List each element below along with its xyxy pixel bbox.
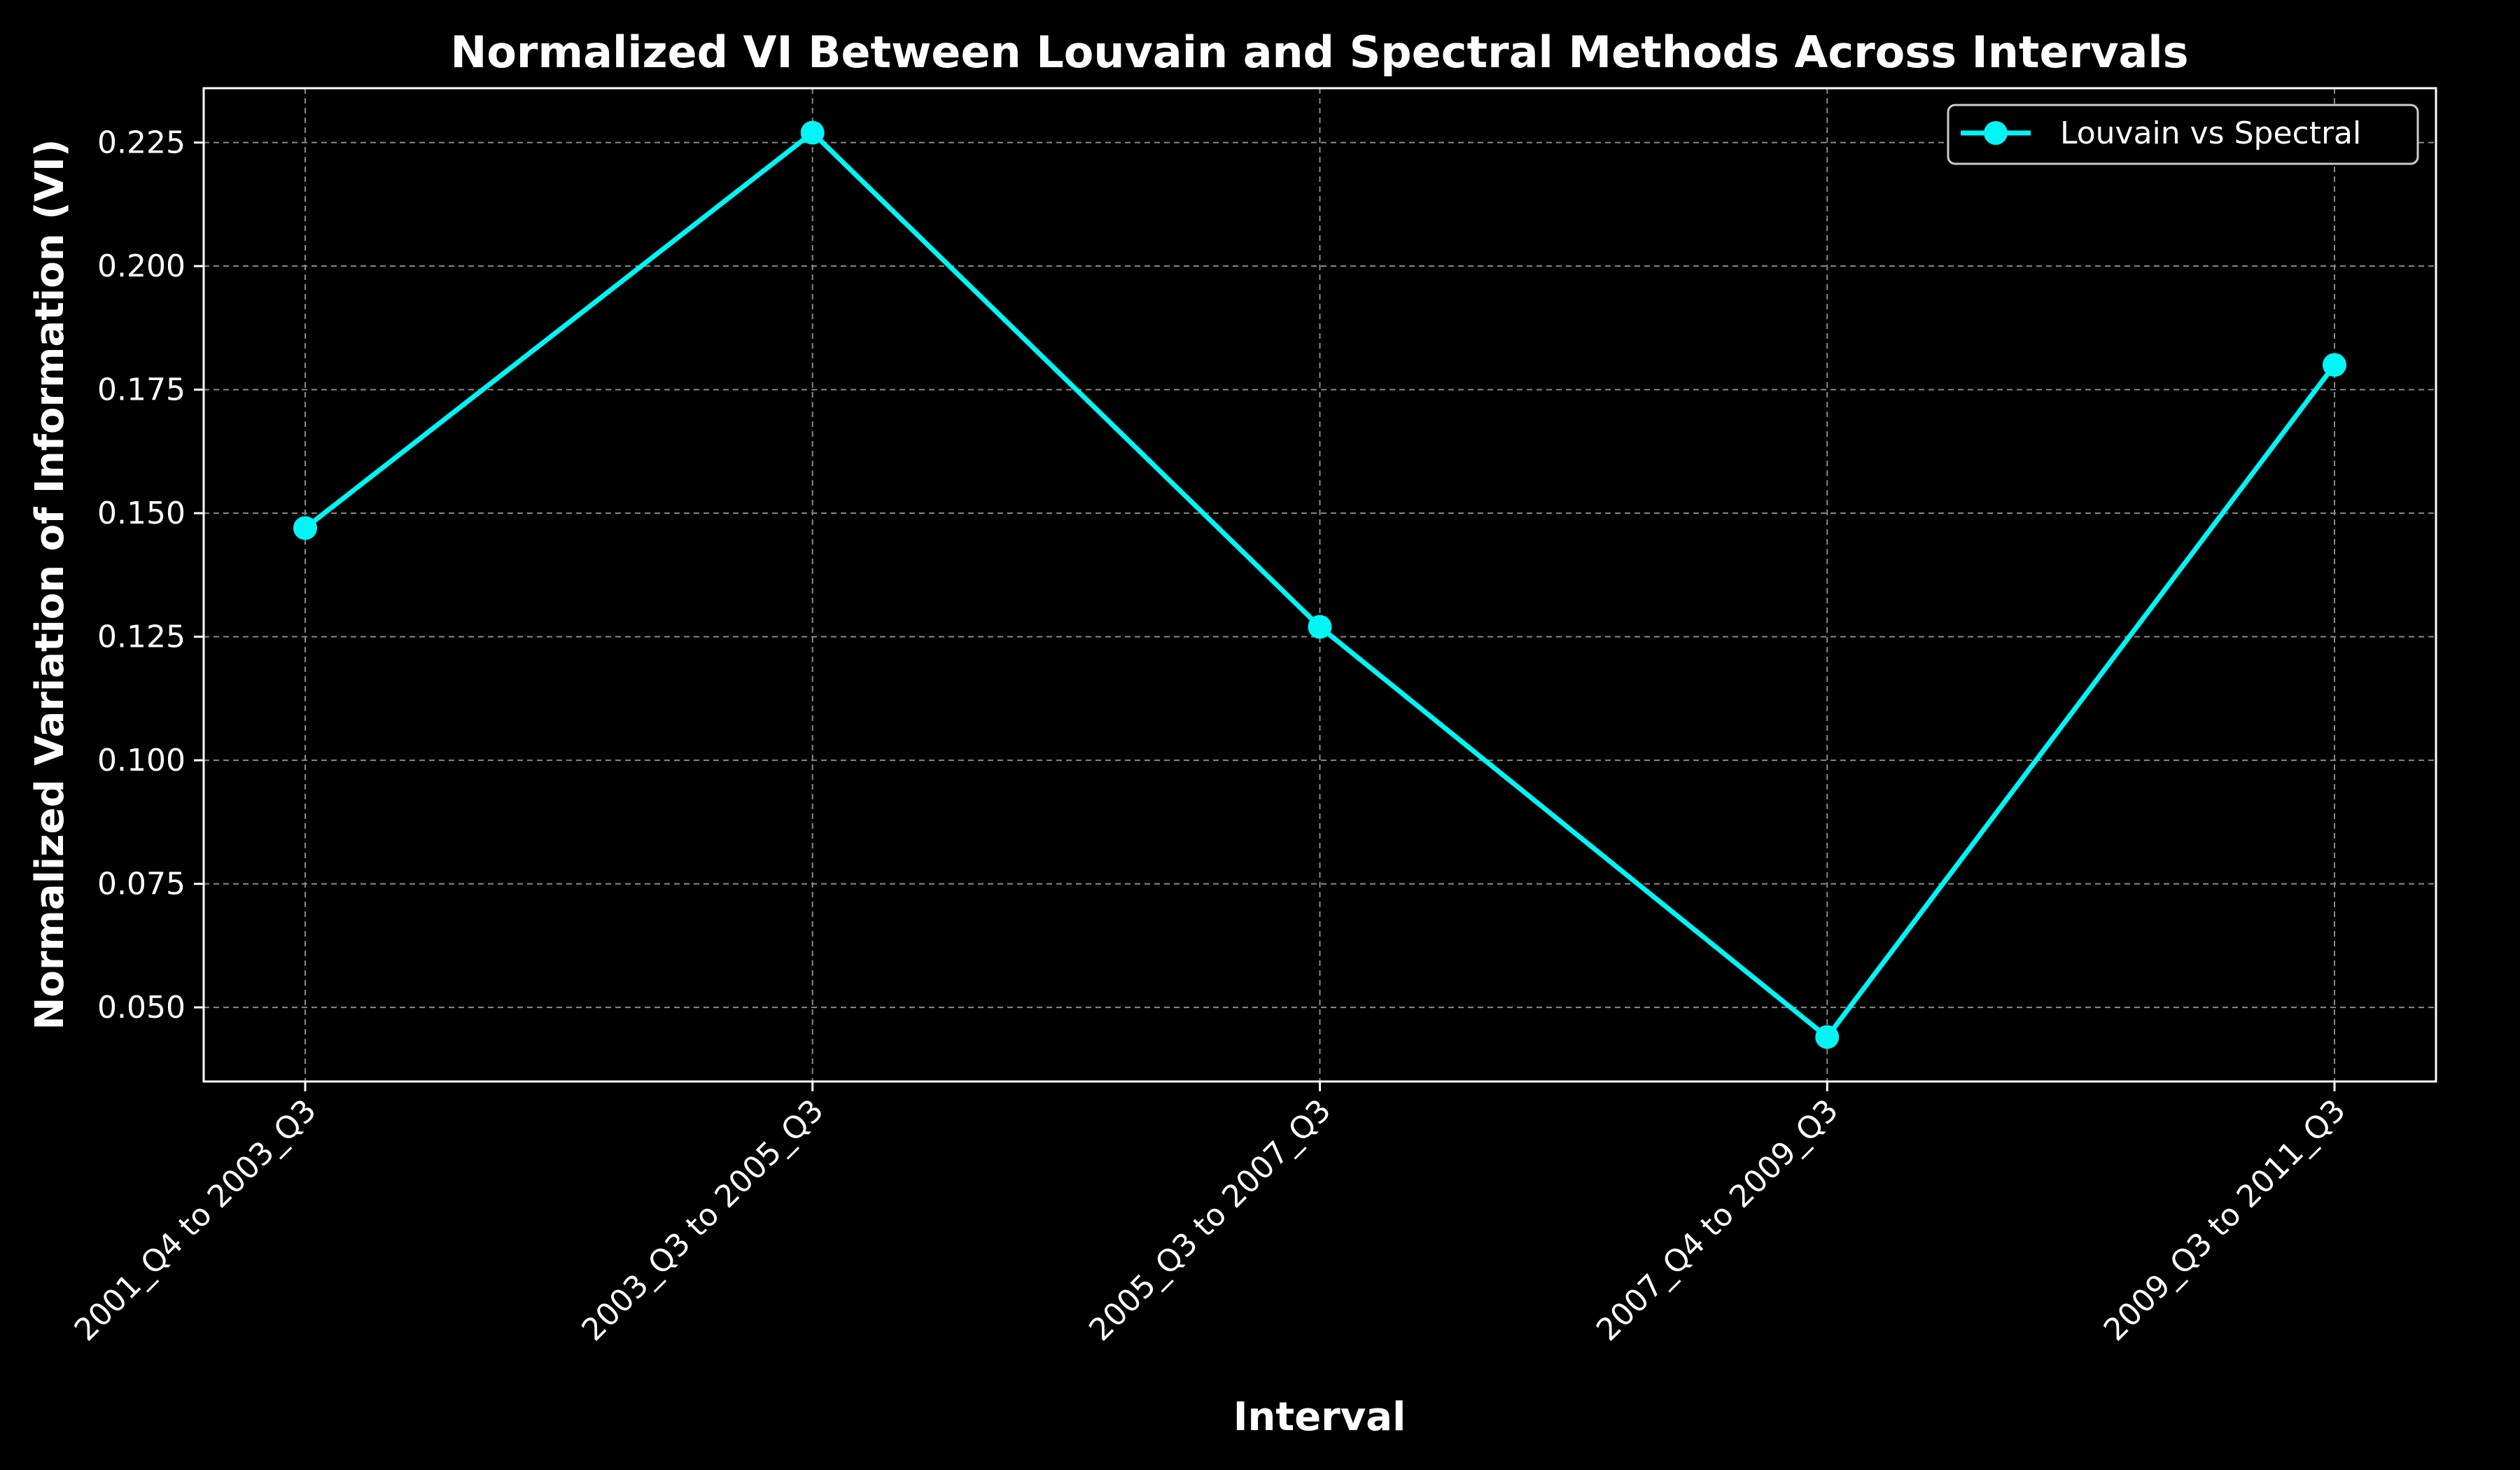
y-axis-label: Normalized Variation of Information (VI) — [27, 139, 73, 1030]
grid-layer — [204, 88, 2436, 1082]
data-point — [800, 120, 825, 145]
y-tick-label: 0.125 — [97, 620, 186, 655]
y-tick-label: 0.225 — [97, 125, 186, 161]
y-tick-label: 0.075 — [97, 867, 186, 902]
y-tick-label: 0.200 — [97, 248, 186, 284]
legend-marker-icon — [1984, 121, 2008, 145]
plot-frame — [202, 87, 2437, 1083]
data-point — [1308, 615, 1332, 639]
y-tick-label: 0.050 — [97, 990, 186, 1026]
data-point — [1815, 1025, 1840, 1049]
x-axis-label: Interval — [1233, 1394, 1406, 1440]
chart-title: Normalized VI Between Louvain and Spectr… — [450, 27, 2188, 78]
legend-box — [1947, 104, 2419, 165]
data-point — [2323, 353, 2346, 377]
y-tick-label: 0.150 — [97, 496, 186, 531]
legend: Louvain vs Spectral — [1947, 104, 2419, 165]
y-tick-label: 0.175 — [97, 372, 186, 408]
legend-label: Louvain vs Spectral — [2060, 115, 2361, 151]
data-point — [293, 516, 317, 540]
series-layer — [293, 120, 2346, 1049]
y-tick-label: 0.100 — [97, 743, 186, 778]
